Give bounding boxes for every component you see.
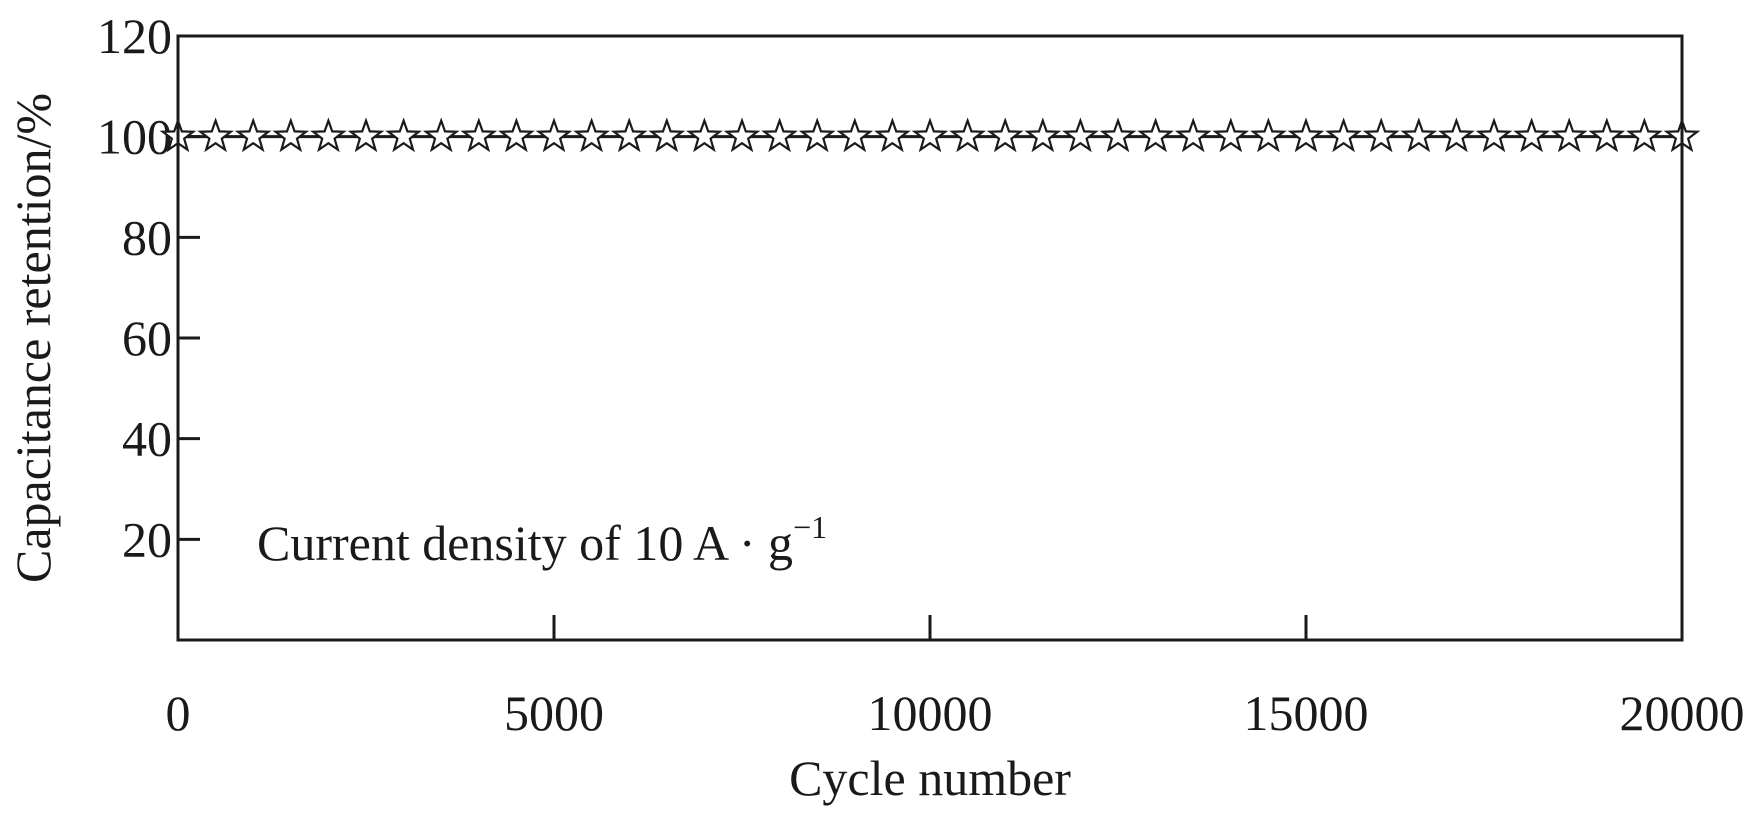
data-point-star xyxy=(1174,117,1212,153)
data-point-star xyxy=(949,117,986,153)
plot-frame xyxy=(176,34,1684,642)
data-point-star xyxy=(1550,117,1588,153)
data-point-star xyxy=(798,117,836,153)
data-point-star xyxy=(498,117,535,153)
annotation-superscript: −1 xyxy=(793,509,827,545)
data-point-star xyxy=(1475,117,1513,153)
data-point-star xyxy=(1438,117,1475,153)
x-tick-label: 0 xyxy=(166,685,191,741)
y-tick-label: 40 xyxy=(122,411,172,467)
data-point-star xyxy=(1588,117,1626,153)
data-point-star xyxy=(197,117,234,153)
data-point-star xyxy=(1250,117,1287,153)
x-tick-label: 20000 xyxy=(1620,685,1745,741)
series-layer xyxy=(159,117,1701,153)
data-point-star xyxy=(610,117,648,153)
data-point-star xyxy=(836,117,874,153)
data-point-star xyxy=(648,117,686,153)
data-point-star xyxy=(1362,117,1400,153)
data-point-star xyxy=(1513,117,1550,153)
data-point-star xyxy=(986,117,1024,153)
data-point-star xyxy=(535,117,573,153)
data-point-star xyxy=(686,117,723,153)
x-axis-title: Cycle number xyxy=(789,750,1071,806)
data-point-star xyxy=(723,117,761,153)
x-tick-labels: 0 5000 10000 15000 20000 xyxy=(166,685,1745,741)
data-point-star xyxy=(1099,117,1137,153)
data-point-star xyxy=(874,117,911,153)
annotation-text: Current density of 10 A · g−1 xyxy=(257,509,827,571)
x-tick-label: 5000 xyxy=(504,685,604,741)
data-point-star xyxy=(1626,117,1663,153)
data-point-star xyxy=(911,117,949,153)
data-point-star xyxy=(761,117,798,153)
data-point-star xyxy=(272,117,310,153)
data-point-star xyxy=(1212,117,1250,153)
data-point-star xyxy=(1287,117,1325,153)
data-point-star xyxy=(1062,117,1099,153)
y-tick-label: 20 xyxy=(122,511,172,567)
y-tick-label: 100 xyxy=(97,109,172,165)
y-tick-label: 60 xyxy=(122,310,172,366)
y-tick-label: 80 xyxy=(122,209,172,265)
data-point-star xyxy=(1325,117,1362,153)
data-point-star xyxy=(422,117,460,153)
data-point-star xyxy=(1400,117,1438,153)
x-tick-label: 15000 xyxy=(1244,685,1369,741)
data-point-star xyxy=(573,117,610,153)
y-tick-labels: 20 40 60 80 100 120 xyxy=(97,8,172,567)
y-tick-label: 120 xyxy=(97,8,172,64)
data-point-star xyxy=(1137,117,1174,153)
data-point-star xyxy=(347,117,385,153)
data-point-star xyxy=(385,117,422,153)
data-point-star xyxy=(1024,117,1062,153)
data-point-star xyxy=(460,117,498,153)
data-point-star xyxy=(310,117,347,153)
x-tick-label: 10000 xyxy=(868,685,993,741)
y-axis-title: Capacitance retention/% xyxy=(5,93,61,583)
data-point-star xyxy=(234,117,272,153)
